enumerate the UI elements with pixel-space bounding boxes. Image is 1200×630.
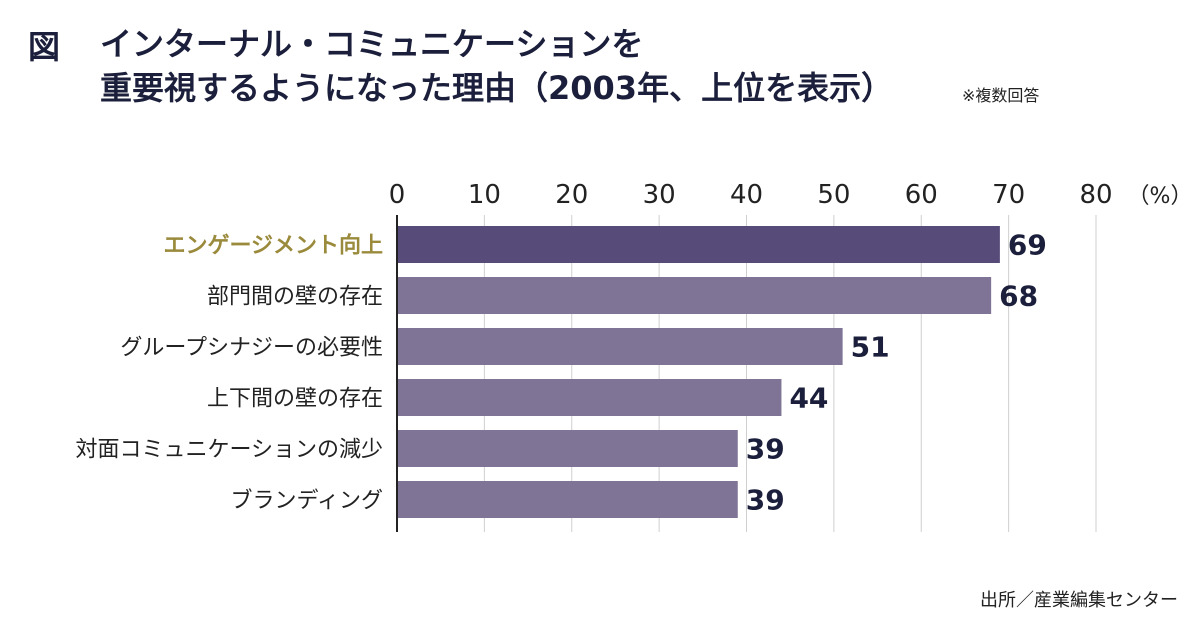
bar <box>397 481 738 518</box>
grid-lines <box>483 215 1097 532</box>
category-label: 上下間の壁の存在 <box>207 387 383 412</box>
source-credit: 出所／産業編集センター <box>980 590 1178 611</box>
category-labels: エンゲージメント向上部門間の壁の存在グループシナジーの必要性上下間の壁の存在対面… <box>75 233 383 514</box>
value-label: 39 <box>746 484 785 517</box>
category-label: ブランディング <box>231 489 383 514</box>
figure-label: 図 <box>28 28 61 66</box>
bars <box>397 226 1000 518</box>
value-label: 39 <box>746 433 785 466</box>
category-label: エンゲージメント向上 <box>163 233 383 259</box>
x-tick-label: 50 <box>817 180 850 210</box>
x-tick-label: 80 <box>1079 180 1112 210</box>
multiple-answer-note: ※複数回答 <box>962 86 1040 105</box>
x-tick-label: 20 <box>555 180 588 210</box>
x-tick-label: 0 <box>389 180 406 210</box>
unit-label: （%） <box>1128 184 1193 209</box>
chart-title-line-1: インターナル・コミュニケーションを <box>100 25 644 63</box>
x-tick-label: 30 <box>643 180 676 210</box>
chart-title-line-2: 重要視するようになった理由（2003年、上位を表示） <box>100 69 894 107</box>
bar <box>397 277 992 314</box>
category-label: 対面コミュニケーションの減少 <box>75 438 383 463</box>
category-label: グループシナジーの必要性 <box>120 336 383 361</box>
value-label: 44 <box>789 382 828 415</box>
bar <box>397 328 843 365</box>
value-label: 68 <box>999 280 1038 313</box>
x-axis-ticks: 0 10 20 30 40 50 60 70 80 <box>389 180 1113 210</box>
x-tick-label: 10 <box>468 180 501 210</box>
bar <box>397 226 1000 263</box>
category-label: 部門間の壁の存在 <box>207 285 383 310</box>
bar <box>397 430 738 467</box>
x-tick-label: 40 <box>730 180 763 210</box>
x-tick-label: 70 <box>992 180 1025 210</box>
value-label: 51 <box>851 331 890 364</box>
value-label: 69 <box>1008 229 1047 262</box>
x-tick-label: 60 <box>905 180 938 210</box>
bar <box>397 379 782 416</box>
chart-title: インターナル・コミュニケーションを 重要視するようになった理由（2003年、上位… <box>100 22 893 110</box>
